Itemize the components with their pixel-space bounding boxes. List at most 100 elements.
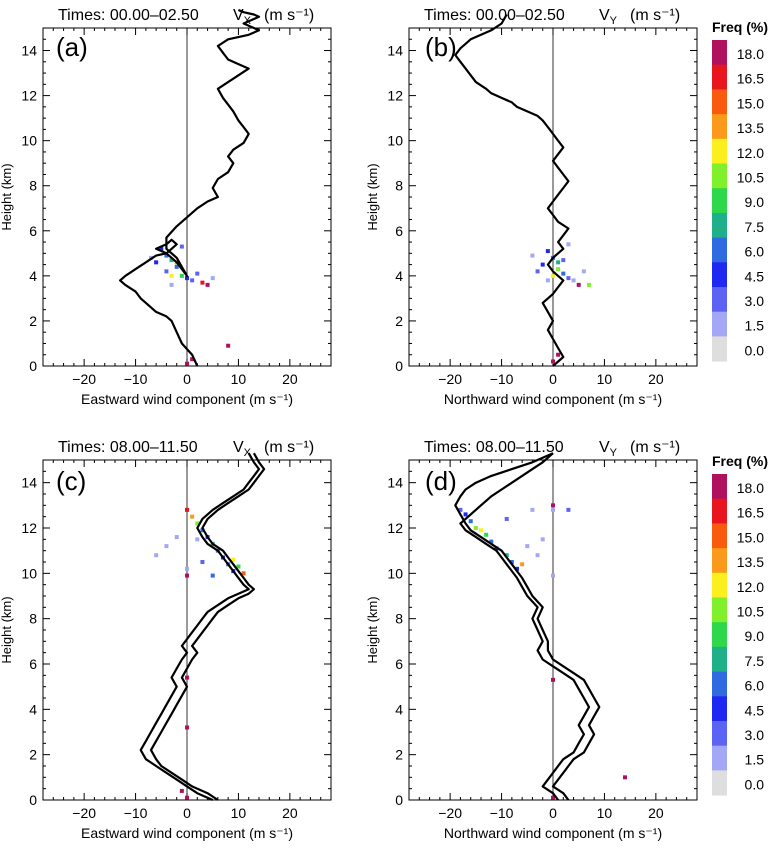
- colorbar-swatch: [712, 64, 727, 90]
- colorbar-level-label: 13.5: [737, 554, 764, 570]
- colorbar-level-label: 13.5: [737, 120, 764, 136]
- colorbar-level-label: 7.5: [745, 653, 765, 669]
- x-axis-label: Northward wind component (m s⁻¹): [444, 825, 662, 841]
- frequency-cell: [231, 557, 236, 562]
- frequency-cell: [551, 677, 555, 682]
- x-tick-label: −10: [124, 371, 148, 387]
- frequency-cell: [179, 244, 184, 249]
- frequency-cell: [174, 535, 179, 540]
- frequency-cell: [185, 361, 189, 366]
- frequency-cell: [468, 519, 473, 524]
- x-tick-label: −10: [490, 371, 514, 387]
- y-axis-label: Height (km): [0, 163, 14, 230]
- y-tick-label: 10: [21, 133, 37, 149]
- frequency-cell: [520, 562, 525, 567]
- colorbar-swatch: [712, 548, 727, 574]
- y-axis-label: Height (km): [365, 163, 380, 230]
- colorbar-level-label: 12.0: [737, 579, 764, 595]
- colorbar-swatch: [712, 745, 727, 771]
- frequency-cell: [473, 526, 478, 530]
- frequency-cell: [489, 539, 494, 544]
- frequency-cell: [463, 512, 468, 517]
- wind-profile-line: [454, 13, 570, 367]
- wind-profile-line: [139, 452, 261, 802]
- colorbar-swatch: [712, 671, 727, 697]
- x-tick-label: 0: [183, 371, 191, 387]
- frequency-cell: [185, 675, 189, 680]
- colorbar-level-label: 3.0: [745, 293, 765, 309]
- frequency-cell: [540, 537, 545, 542]
- panel-d: −20 −10 0 10 20 0 2 4 6 8 10 12 14 Northward wind com…: [365, 439, 698, 841]
- colorbar-swatch: [712, 646, 727, 673]
- colorbar-level-label: 7.5: [745, 219, 765, 235]
- wind-profile-line: [454, 452, 601, 801]
- unit-label: (m s⁻¹): [264, 439, 314, 456]
- y-tick-label: 10: [21, 565, 37, 581]
- frequency-cell: [185, 573, 189, 578]
- frequency-cell: [174, 264, 179, 269]
- frequency-cell: [561, 271, 566, 276]
- colorbar-swatch: [712, 114, 727, 140]
- x-tick-label: 10: [597, 805, 613, 821]
- y-tick-label: 8: [395, 178, 403, 194]
- colorbar-swatch: [712, 163, 727, 189]
- x-tick-label: 20: [648, 805, 664, 821]
- frequency-cell: [169, 273, 174, 278]
- y-tick-label: 0: [395, 358, 403, 374]
- unit-label: (m s⁻¹): [264, 7, 314, 24]
- frequency-cells: [149, 244, 231, 366]
- frequency-cell: [535, 553, 540, 558]
- frequency-cell: [566, 507, 571, 512]
- wind-profile-line: [459, 452, 591, 801]
- colorbar-level-label: 18.0: [737, 46, 764, 62]
- colorbar-bottom: Freq (%) 18.0 16.5 15.0 13.5 12.0 10.5 9.0 7.5 6.…: [712, 453, 768, 796]
- y-tick-label: 0: [395, 792, 403, 808]
- colorbar-level-label: 0.0: [745, 342, 765, 358]
- frequency-cell: [530, 507, 535, 512]
- frequency-cell: [195, 537, 200, 542]
- frequency-cell: [551, 273, 555, 278]
- frequency-cell: [479, 528, 483, 533]
- y-tick-label: 6: [395, 223, 403, 239]
- frequency-cell: [458, 507, 463, 512]
- y-axis-label: Height (km): [0, 596, 14, 663]
- colorbar-level-label: 6.0: [745, 244, 765, 260]
- y-tick-label: 6: [395, 656, 403, 672]
- y-tick-label: 4: [29, 268, 37, 284]
- y-tick-label: 12: [21, 88, 37, 104]
- frequency-cell: [179, 273, 184, 278]
- frequency-cell: [226, 343, 231, 348]
- panel-title: Times: 08.00–11.50: [58, 439, 198, 456]
- colorbar-level-label: 10.5: [737, 170, 764, 186]
- y-tick-label: 12: [387, 520, 403, 536]
- panel-a: −20 −10 0 10 20 0 2 4 6 8 10 12 14 Eastward wind comp…: [0, 7, 332, 407]
- frequency-cell: [154, 553, 159, 558]
- frequency-cell: [525, 544, 530, 549]
- frequency-cell: [540, 262, 545, 267]
- y-axis-label: Height (km): [365, 596, 380, 663]
- x-tick-label: −20: [72, 371, 96, 387]
- y-tick-label: 10: [387, 565, 403, 581]
- colorbar-swatch: [712, 40, 727, 66]
- frequency-cell: [551, 359, 555, 364]
- frequency-cell: [504, 553, 509, 558]
- frequency-cell: [185, 725, 189, 730]
- panel-title: Times: 08.00–11.50: [424, 439, 564, 456]
- frequency-cell: [185, 507, 189, 512]
- frequency-cell: [504, 516, 509, 521]
- y-tick-label: 12: [21, 520, 37, 536]
- wind-profile-line: [149, 452, 266, 801]
- frequency-cell: [190, 278, 195, 283]
- frequency-cell: [159, 246, 164, 251]
- colorbar-level-label: 15.0: [737, 95, 764, 111]
- frequency-cell: [515, 566, 519, 571]
- colorbar-level-label: 10.5: [737, 604, 764, 620]
- y-tick-label: 14: [387, 43, 403, 59]
- frequency-cells: [154, 507, 246, 800]
- colorbar-swatch: [712, 237, 727, 263]
- y-tick-label: 6: [29, 656, 37, 672]
- colorbar-level-label: 12.0: [737, 145, 764, 161]
- panel-label: (a): [56, 32, 88, 62]
- frequency-cell: [623, 775, 627, 780]
- colorbar-level-label: 4.5: [745, 268, 765, 284]
